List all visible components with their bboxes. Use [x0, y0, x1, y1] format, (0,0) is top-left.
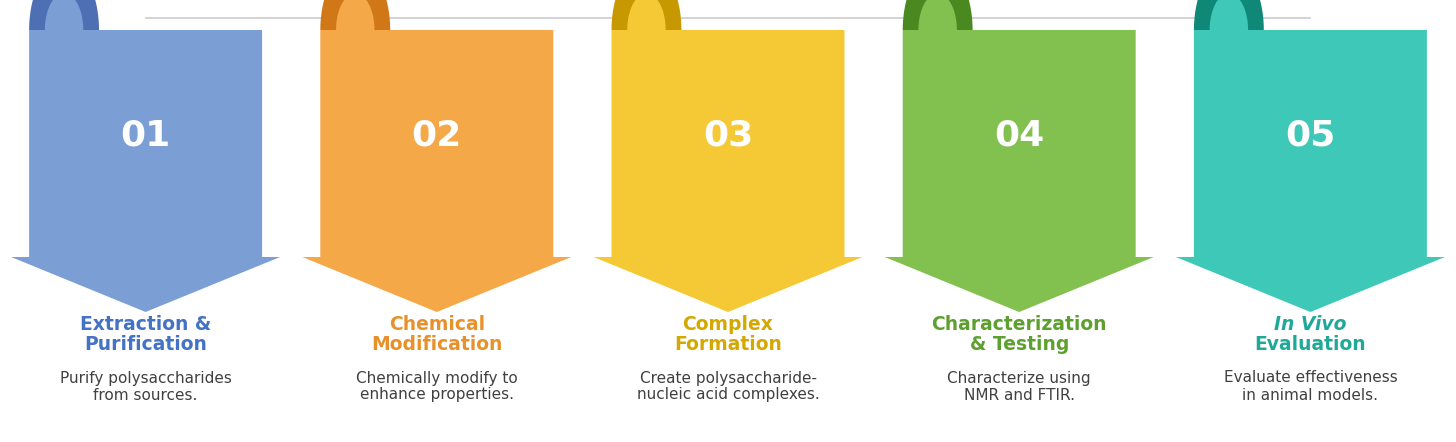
Text: Purification: Purification [84, 335, 207, 354]
Text: Formation: Formation [674, 335, 782, 354]
Text: Purify polysaccharides: Purify polysaccharides [60, 370, 232, 385]
Text: 03: 03 [703, 118, 753, 152]
Text: In Vivo: In Vivo [1274, 315, 1347, 334]
Text: enhance properties.: enhance properties. [360, 388, 514, 403]
Polygon shape [919, 0, 957, 30]
Polygon shape [903, 0, 973, 30]
Text: Chemical: Chemical [389, 315, 485, 334]
Polygon shape [29, 0, 99, 30]
Text: Characterization: Characterization [932, 315, 1107, 334]
Text: 01: 01 [121, 118, 170, 152]
Text: Modification: Modification [371, 335, 502, 354]
Text: Chemically modify to: Chemically modify to [355, 370, 518, 385]
Text: NMR and FTIR.: NMR and FTIR. [964, 388, 1075, 403]
Text: Evaluation: Evaluation [1255, 335, 1366, 354]
Text: & Testing: & Testing [970, 335, 1069, 354]
Polygon shape [320, 0, 390, 30]
Text: nucleic acid complexes.: nucleic acid complexes. [636, 388, 820, 403]
Polygon shape [12, 30, 280, 312]
Polygon shape [885, 30, 1153, 312]
Polygon shape [1210, 0, 1248, 30]
Text: Create polysaccharide-: Create polysaccharide- [639, 370, 817, 385]
Text: Characterize using: Characterize using [948, 370, 1091, 385]
Polygon shape [594, 30, 862, 312]
Text: in animal models.: in animal models. [1242, 388, 1379, 403]
Text: from sources.: from sources. [93, 388, 198, 403]
Polygon shape [303, 30, 571, 312]
Text: 05: 05 [1286, 118, 1335, 152]
Text: 02: 02 [412, 118, 462, 152]
Polygon shape [336, 0, 374, 30]
Polygon shape [1176, 30, 1444, 312]
Text: Extraction &: Extraction & [80, 315, 211, 334]
Polygon shape [628, 0, 665, 30]
Polygon shape [612, 0, 681, 30]
Polygon shape [45, 0, 83, 30]
Text: 04: 04 [994, 118, 1044, 152]
Polygon shape [1194, 0, 1264, 30]
Text: Evaluate effectiveness: Evaluate effectiveness [1223, 370, 1398, 385]
Text: Complex: Complex [683, 315, 773, 334]
